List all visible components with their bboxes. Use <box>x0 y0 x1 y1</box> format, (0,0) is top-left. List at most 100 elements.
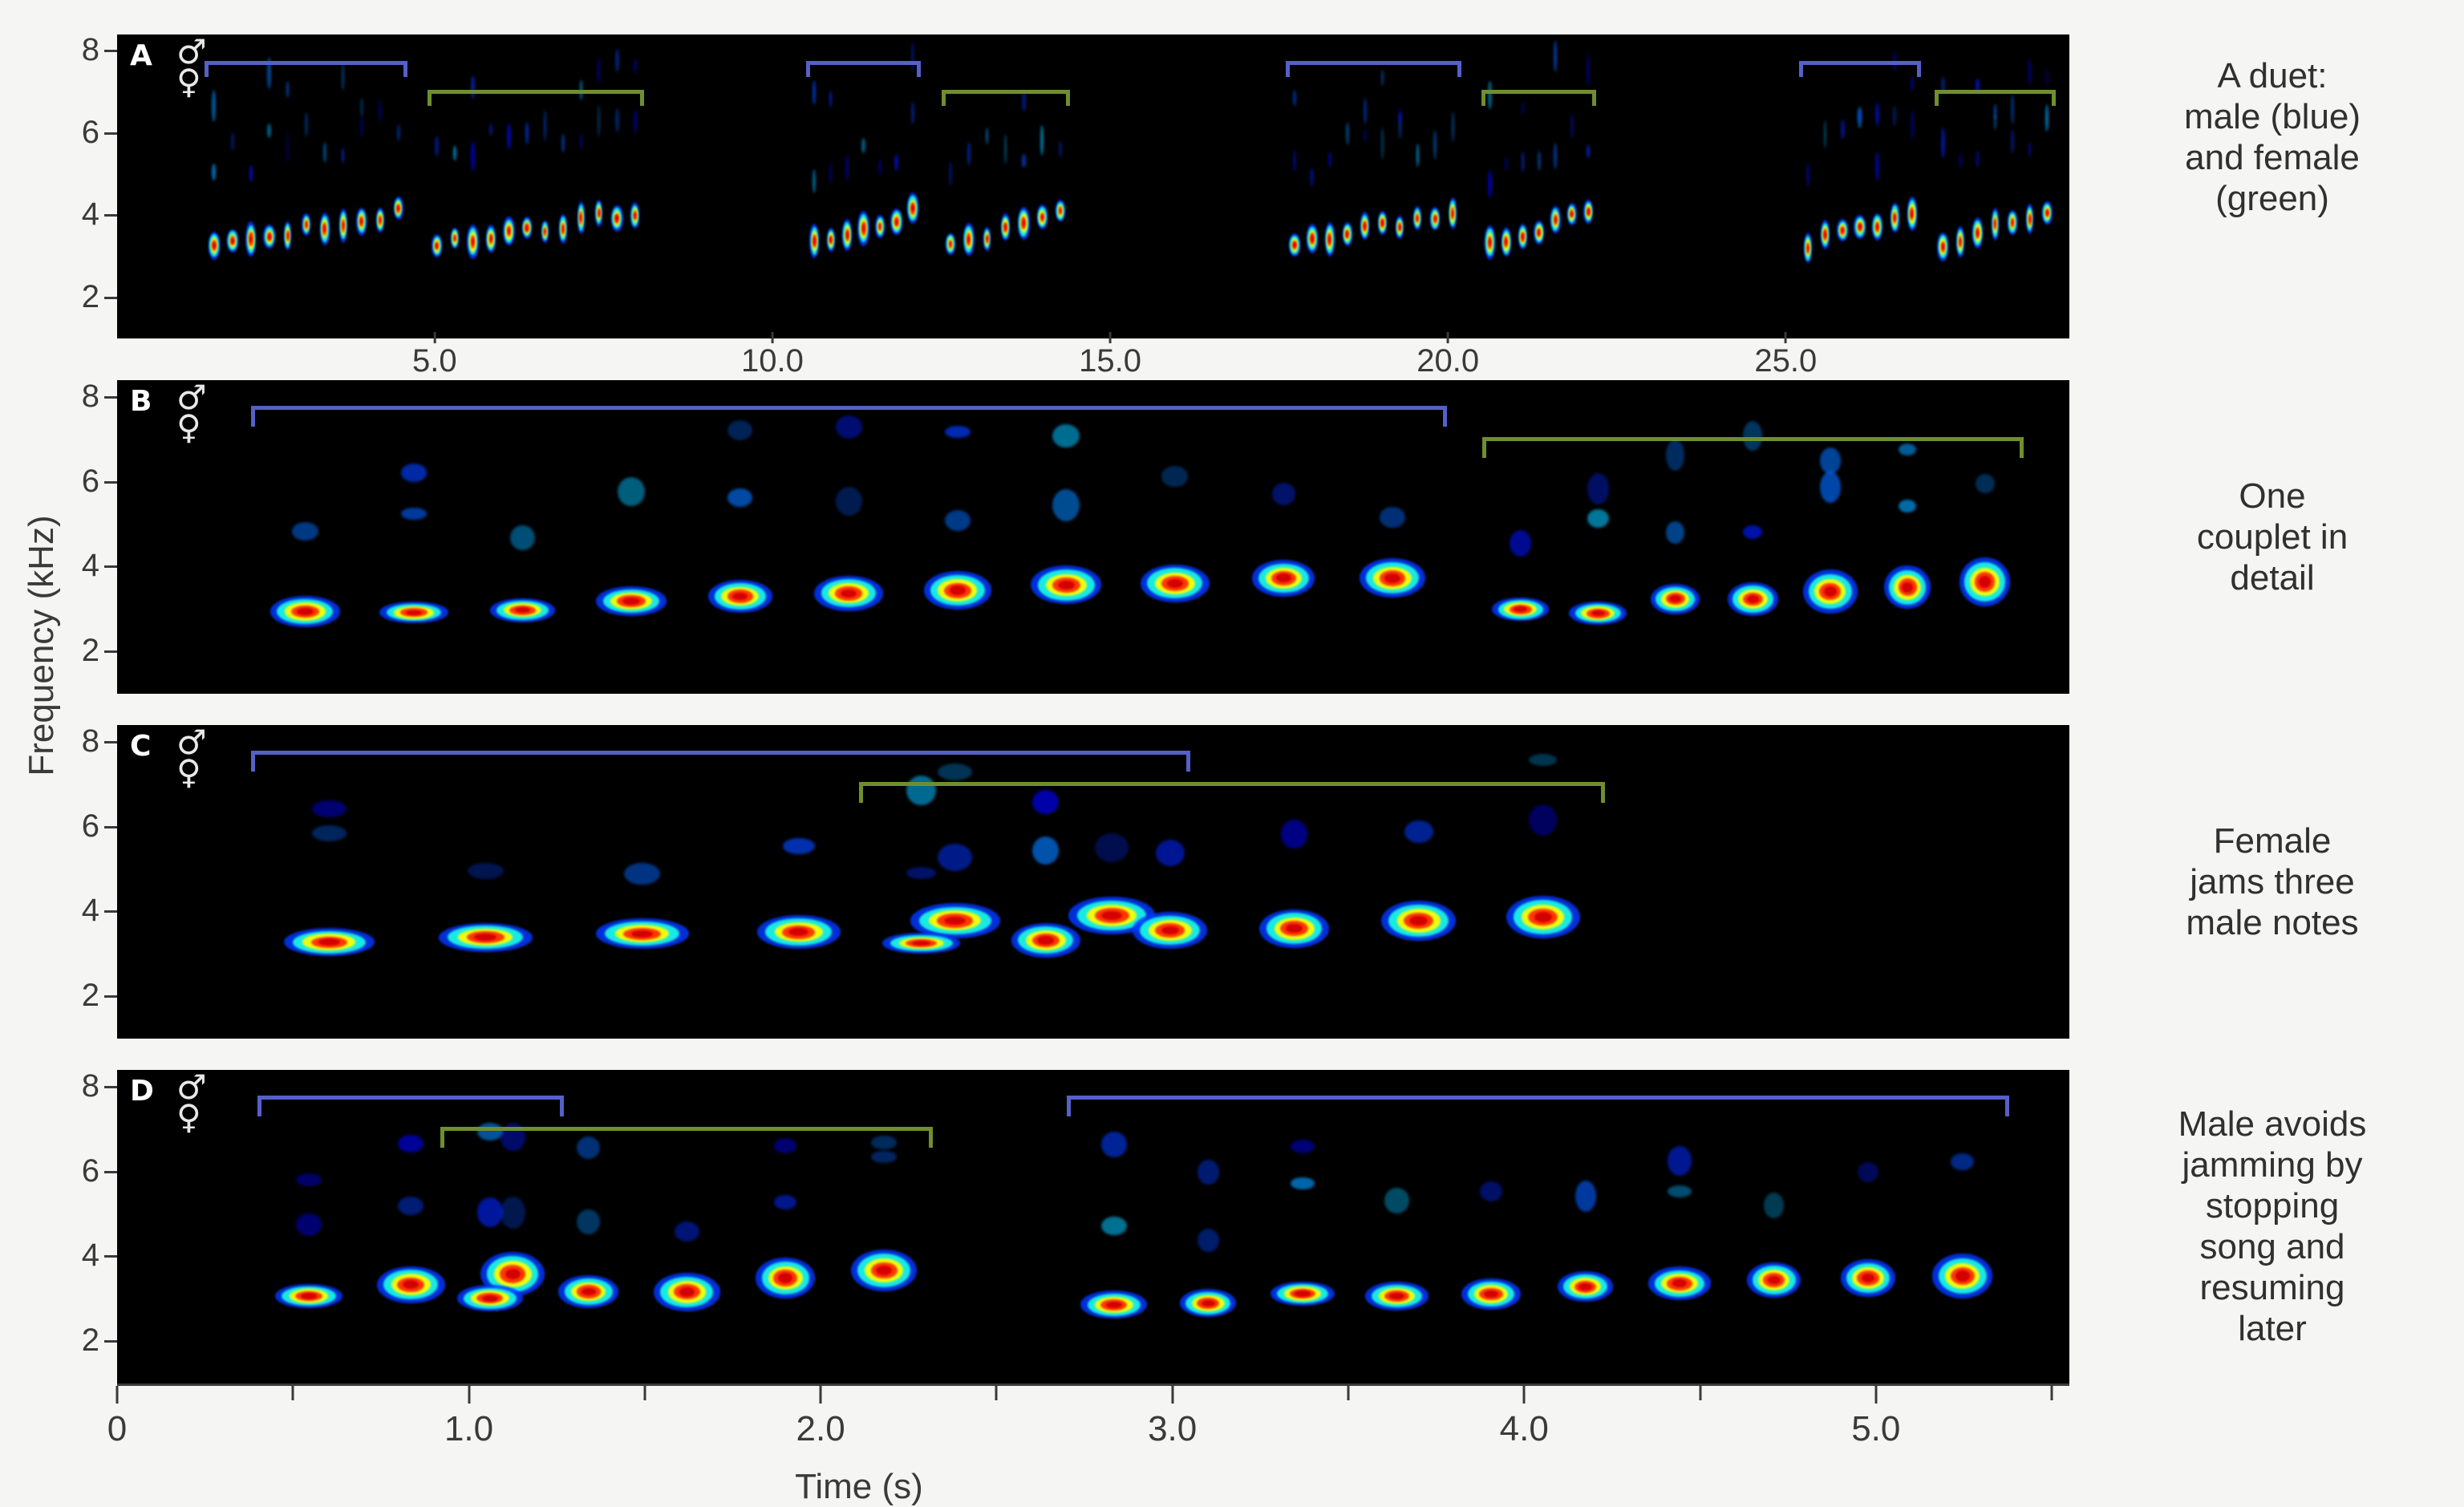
spectrogram-harmonic <box>1380 506 1405 529</box>
spectrogram-note <box>654 1273 720 1311</box>
spectrogram-canvas <box>117 725 2069 1039</box>
spectrogram-harmonic <box>525 122 529 145</box>
y-tick-mark <box>104 1086 117 1089</box>
spectrogram-note <box>1972 217 1984 249</box>
male-bracket <box>1067 1095 2010 1116</box>
panel-letter-c: C <box>130 730 152 763</box>
spectrogram-harmonic <box>1959 153 1962 168</box>
spectrogram-note <box>809 223 820 258</box>
spectrogram-harmonic <box>1554 40 1558 72</box>
panel-a-x-tick-label: 20.0 <box>1416 332 1479 379</box>
spectrogram-harmonic <box>1292 90 1297 107</box>
spectrogram-harmonic <box>1819 471 1841 504</box>
female-bracket <box>1481 437 2024 459</box>
y-tick-label: 4 <box>81 196 99 233</box>
spectrogram-harmonic <box>2045 68 2049 87</box>
spectrogram-note <box>2026 204 2034 235</box>
spectrogram-harmonic <box>1095 833 1129 862</box>
spectrogram-harmonic <box>871 1136 897 1149</box>
female-bracket <box>428 90 644 107</box>
spectrogram-c <box>117 725 2069 1039</box>
bracket-right-tick <box>1916 61 1921 78</box>
spectrogram-harmonic <box>509 525 536 551</box>
spectrogram-harmonic <box>1574 1180 1596 1213</box>
spectrogram-harmonic <box>397 1196 424 1216</box>
spectrogram-harmonic <box>938 844 973 872</box>
y-tick-mark <box>104 741 117 744</box>
spectrogram-harmonic <box>774 1194 797 1209</box>
spectrogram-harmonic <box>2011 129 2014 153</box>
panel-a-x-tick-label: 25.0 <box>1754 332 1817 379</box>
spectrogram-note <box>1259 909 1330 948</box>
spectrogram-harmonic <box>944 510 971 532</box>
spectrogram-note <box>1001 213 1010 241</box>
spectrogram-note <box>875 215 885 238</box>
spectrogram-harmonic <box>948 161 952 186</box>
spectrogram-harmonic <box>910 102 915 125</box>
spectrogram-harmonic <box>291 522 319 541</box>
bracket-right-tick <box>559 1095 564 1116</box>
spectrogram-harmonic <box>1587 144 1591 158</box>
spectrogram-harmonic <box>1040 124 1044 156</box>
spectrogram-harmonic <box>305 111 308 137</box>
spectrogram-note <box>379 602 448 624</box>
spectrogram-harmonic <box>1404 820 1433 844</box>
spectrogram-note <box>1746 1262 1801 1298</box>
bracket-left-tick <box>250 750 255 772</box>
spectrogram-harmonic <box>359 98 363 118</box>
spectrogram-harmonic <box>1290 1140 1315 1154</box>
spectrogram-note <box>906 192 919 225</box>
bracket-left-tick <box>1799 61 1804 78</box>
spectrogram-harmonic <box>1743 525 1763 539</box>
spectrogram-harmonic <box>1587 55 1591 87</box>
y-tick-label: 6 <box>81 808 99 844</box>
spectrogram-harmonic <box>267 57 272 89</box>
caption-panel-d: Male avoids jamming by stopping song and… <box>2178 1104 2367 1349</box>
bracket-bar <box>1286 61 1461 66</box>
x-tick-mark <box>1874 1386 1878 1404</box>
spectrogram-note <box>283 928 375 957</box>
spectrogram-note <box>376 1266 445 1304</box>
panel-a-x-tick-mark <box>433 332 436 343</box>
spectrogram-note <box>1802 569 1858 614</box>
bracket-right-tick <box>1601 782 1606 804</box>
spectrogram-note <box>1270 1281 1335 1306</box>
panel-a-x-tick-mark <box>771 332 774 343</box>
spectrogram-harmonic <box>829 90 833 108</box>
spectrogram-harmonic <box>467 863 504 879</box>
bracket-right-tick <box>1065 90 1070 107</box>
panel-a-x-tick-label: 15.0 <box>1079 332 1141 379</box>
spectrogram-harmonic <box>342 147 345 164</box>
spectrogram-harmonic <box>1668 1145 1692 1177</box>
spectrogram-note <box>1080 1290 1148 1319</box>
spectrogram-note <box>521 216 533 240</box>
spectrogram-note <box>1364 1282 1429 1311</box>
y-tick-mark <box>104 1170 117 1173</box>
spectrogram-harmonic <box>2045 104 2049 132</box>
male-bracket <box>1286 61 1461 78</box>
spectrogram-note <box>890 209 902 236</box>
spectrogram-harmonic <box>1281 819 1308 849</box>
spectrogram-harmonic <box>359 116 363 138</box>
spectrogram-note <box>1018 206 1030 240</box>
spectrogram-harmonic <box>1384 1188 1409 1214</box>
bracket-left-tick <box>859 782 864 804</box>
spectrogram-harmonic <box>633 59 637 73</box>
spectrogram-harmonic <box>1941 76 1945 94</box>
spectrogram-note <box>1821 220 1830 249</box>
spectrogram-harmonic <box>396 124 400 141</box>
spectrogram-note <box>432 234 443 257</box>
spectrogram-harmonic <box>2028 141 2032 157</box>
spectrogram-note <box>489 598 556 622</box>
spectrogram-note <box>1647 1266 1712 1301</box>
y-tick-label: 2 <box>81 633 99 669</box>
spectrogram-note <box>1036 205 1048 230</box>
spectrogram-note <box>451 227 459 249</box>
spectrogram-note <box>595 918 689 950</box>
spectrogram-harmonic <box>561 133 565 152</box>
spectrogram-harmonic <box>1529 754 1558 767</box>
spectrogram-note <box>595 199 603 227</box>
y-tick-mark <box>104 650 117 654</box>
spectrogram-harmonic <box>674 1221 700 1242</box>
bracket-bar <box>941 90 1070 95</box>
